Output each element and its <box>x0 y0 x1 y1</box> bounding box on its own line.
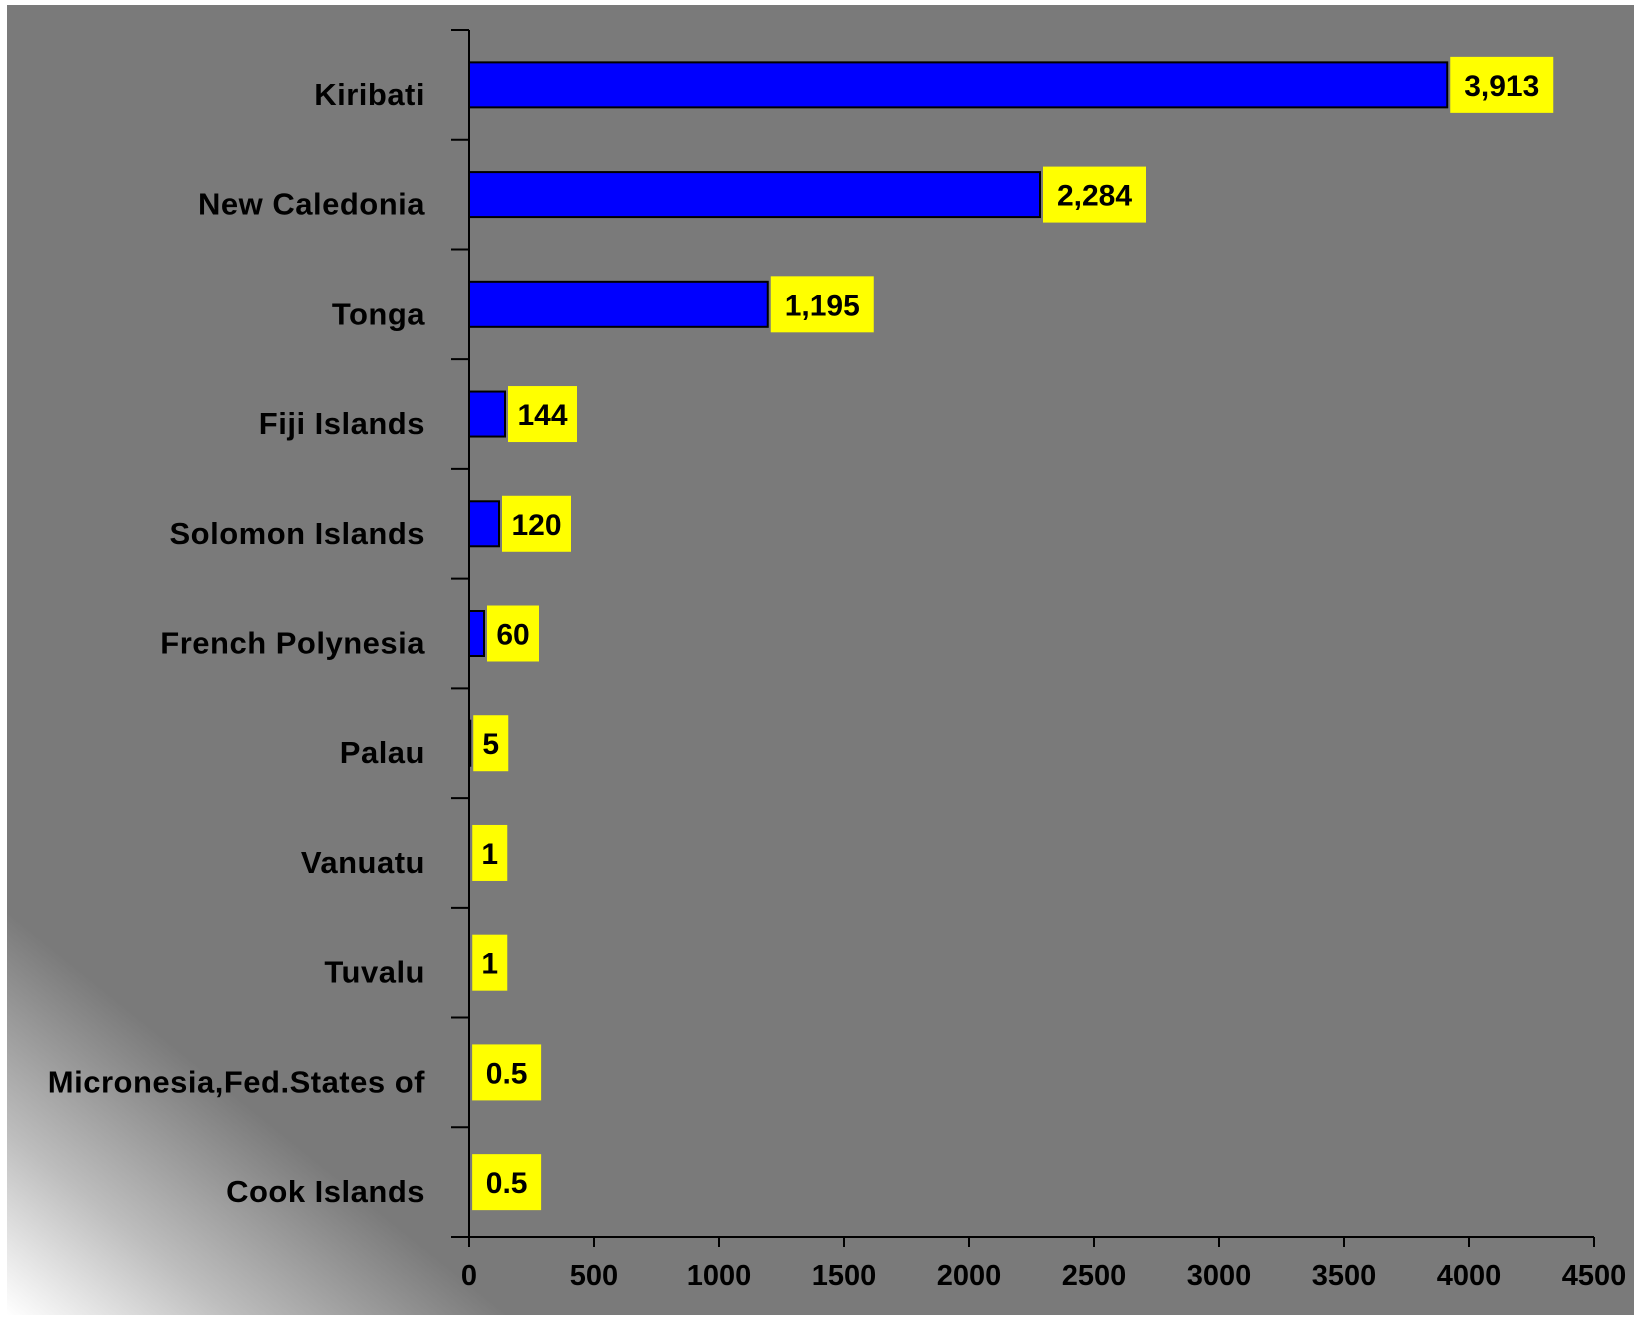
category-label: Vanuatu <box>301 845 425 880</box>
bar <box>468 171 1041 219</box>
bar <box>468 390 506 438</box>
x-tick-label: 1500 <box>812 1260 877 1292</box>
x-tick-label: 2000 <box>937 1260 1002 1292</box>
data-label: 60 <box>496 619 529 652</box>
data-label: 0.5 <box>486 1057 528 1090</box>
category-label: Micronesia,Fed.States of <box>48 1064 425 1099</box>
x-tick-label: 3500 <box>1312 1260 1377 1292</box>
bar <box>468 280 769 328</box>
data-label: 3,913 <box>1464 70 1539 103</box>
data-label-box <box>487 605 539 662</box>
data-label-box <box>472 1044 542 1101</box>
bar <box>468 719 472 767</box>
plot-background <box>7 5 1634 1315</box>
data-label-box <box>472 1154 542 1211</box>
category-label: Cook Islands <box>226 1174 425 1209</box>
category-label: Tuvalu <box>324 955 425 990</box>
x-tick-label: 0 <box>461 1260 477 1292</box>
category-label: Palau <box>340 735 425 770</box>
bar <box>468 610 485 657</box>
data-label: 2,284 <box>1057 180 1132 213</box>
data-label-box <box>770 276 874 333</box>
category-label: Solomon Islands <box>169 516 425 551</box>
data-label: 1 <box>481 948 498 981</box>
x-tick-label: 4500 <box>1562 1260 1627 1292</box>
category-label: New Caledonia <box>198 187 425 222</box>
x-tick-label: 500 <box>570 1260 618 1292</box>
data-label: 0.5 <box>486 1167 528 1200</box>
data-label-box <box>472 824 508 881</box>
data-label: 1,195 <box>785 289 860 322</box>
data-label-box <box>508 386 577 443</box>
data-label-box <box>473 715 509 772</box>
category-label: Kiribati <box>314 77 425 112</box>
x-tick-label: 2500 <box>1062 1260 1127 1292</box>
x-tick-label: 3000 <box>1187 1260 1252 1292</box>
data-label: 144 <box>517 399 567 432</box>
data-label-box <box>502 495 571 552</box>
data-label: 1 <box>481 838 498 871</box>
category-label: Fiji Islands <box>259 406 425 441</box>
x-tick-label: 1000 <box>687 1260 752 1292</box>
data-label-box <box>472 934 508 991</box>
data-label-box <box>1450 56 1554 113</box>
data-label-box <box>1043 166 1146 223</box>
x-tick-label: 4000 <box>1437 1260 1502 1292</box>
data-label: 5 <box>482 728 499 761</box>
category-label: French Polynesia <box>160 626 425 661</box>
data-label: 120 <box>511 509 561 542</box>
bar <box>468 61 1449 109</box>
category-label: Tonga <box>332 296 425 331</box>
bar <box>468 500 500 548</box>
